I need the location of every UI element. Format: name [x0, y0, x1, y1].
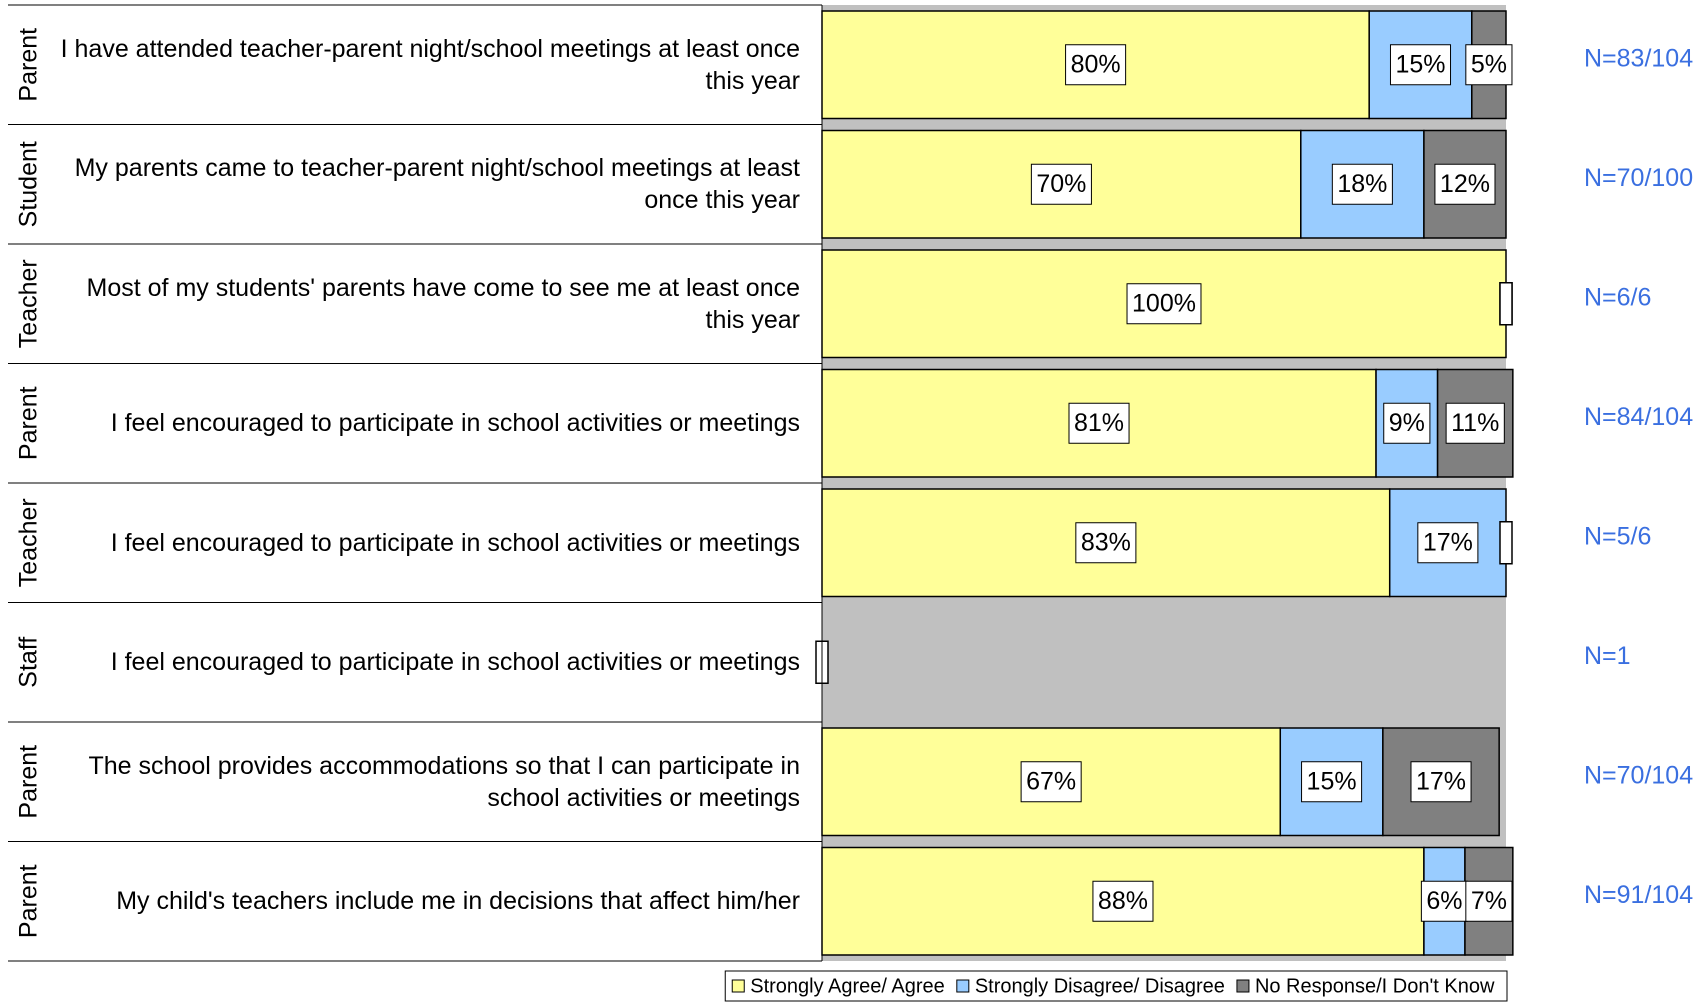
- data-label-box: [1020, 761, 1082, 803]
- empty-label-box: [1499, 521, 1513, 565]
- group-label: Parent: [15, 864, 43, 938]
- data-label-box: [1410, 761, 1472, 803]
- legend-label: No Response/I Don't Know: [1255, 975, 1495, 997]
- data-label: 17%: [1423, 528, 1473, 556]
- legend-swatch: [731, 979, 745, 993]
- data-label-box: [1075, 522, 1137, 564]
- data-label: 17%: [1416, 767, 1466, 795]
- legend-label: Strongly Disagree/ Disagree: [975, 975, 1225, 997]
- n-label: N=1: [1584, 642, 1631, 670]
- group-label: Parent: [15, 386, 43, 460]
- data-label-box: [1389, 44, 1452, 86]
- group-label: Teacher: [15, 498, 43, 587]
- legend-swatch: [956, 979, 970, 993]
- data-label-box: [1092, 880, 1154, 922]
- data-label-box: [1465, 44, 1513, 86]
- data-label: 15%: [1395, 50, 1445, 78]
- data-label-box: [1445, 402, 1505, 444]
- n-label: N=70/104: [1584, 761, 1693, 789]
- data-label: 6%: [1426, 887, 1462, 915]
- data-label: 83%: [1081, 528, 1131, 556]
- legend-label: Strongly Agree/ Agree: [750, 975, 945, 997]
- data-label: 81%: [1074, 409, 1124, 437]
- data-label-box: [1030, 163, 1092, 205]
- data-label: 67%: [1026, 767, 1076, 795]
- n-label: N=6/6: [1584, 283, 1651, 311]
- data-label-box: [1465, 880, 1513, 922]
- n-label: N=84/104: [1584, 403, 1693, 431]
- bar-segment: [1300, 129, 1425, 239]
- data-label: 18%: [1337, 170, 1387, 198]
- legend-swatch: [1236, 979, 1250, 993]
- empty-label-box: [1499, 282, 1513, 326]
- group-label: Teacher: [15, 259, 43, 348]
- data-label: 11%: [1451, 409, 1499, 437]
- group-label: Parent: [15, 745, 43, 819]
- data-label-box: [1126, 283, 1202, 325]
- n-label: N=91/104: [1584, 881, 1693, 909]
- group-label: Student: [15, 141, 43, 227]
- n-label: N=70/100: [1584, 164, 1693, 192]
- group-label: Parent: [15, 28, 43, 102]
- data-label-box: [1417, 522, 1479, 564]
- data-label-box: [1383, 402, 1431, 444]
- data-label: 7%: [1471, 887, 1507, 915]
- question: Most of my students' parents have come t…: [86, 273, 800, 334]
- question: I feel encouraged to participate in scho…: [110, 648, 800, 677]
- data-label: 5%: [1471, 50, 1507, 78]
- legend-box: [724, 970, 1508, 1002]
- data-label: 88%: [1098, 887, 1148, 915]
- question: The school provides accommodations so th…: [88, 751, 801, 812]
- data-label-box: [1065, 44, 1127, 86]
- data-label: 100%: [1132, 289, 1196, 317]
- question: I feel encouraged to participate in scho…: [110, 528, 800, 557]
- question: My parents came to teacher-parent night/…: [74, 154, 800, 215]
- data-label: 80%: [1071, 50, 1121, 78]
- data-label: 9%: [1389, 409, 1425, 437]
- data-label: 12%: [1440, 170, 1490, 198]
- data-label-box: [1068, 402, 1130, 444]
- n-label: N=5/6: [1584, 522, 1651, 550]
- data-label-box: [1434, 163, 1496, 205]
- question: I feel encouraged to participate in scho…: [110, 409, 800, 438]
- data-label: 70%: [1036, 170, 1086, 198]
- group-label: Staff: [15, 637, 43, 688]
- n-label: N=83/104: [1584, 44, 1693, 72]
- question: My child's teachers include me in decisi…: [116, 887, 800, 916]
- data-label-box: [1331, 163, 1393, 205]
- question: I have attended teacher-parent night/sch…: [60, 34, 800, 95]
- data-label: 15%: [1307, 767, 1357, 795]
- data-label-box: [1301, 761, 1363, 803]
